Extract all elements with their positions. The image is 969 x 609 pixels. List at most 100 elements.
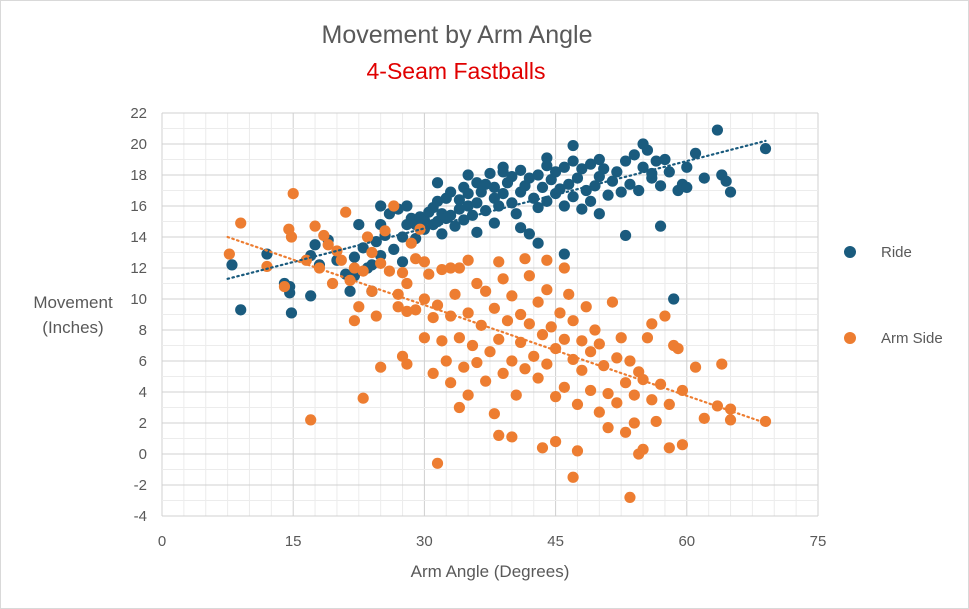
data-point: [567, 353, 579, 366]
data-point: [480, 205, 492, 217]
data-point: [550, 166, 562, 178]
data-point: [637, 161, 649, 173]
data-point: [223, 248, 235, 260]
x-tick-label: 0: [158, 533, 166, 550]
data-point: [519, 363, 531, 375]
data-point: [567, 139, 579, 152]
x-tick-label: 15: [285, 533, 302, 550]
data-point: [431, 195, 444, 207]
data-point: [462, 188, 474, 200]
data-point: [431, 457, 444, 469]
data-point: [440, 355, 452, 367]
y-tick-label: 4: [139, 384, 147, 401]
data-points: [223, 124, 772, 503]
data-point: [628, 149, 640, 161]
data-point: [466, 339, 479, 352]
data-point: [340, 206, 352, 218]
data-point: [584, 195, 597, 207]
axis-tick-labels: 0 15 30 45 60 75 -4 -2 0 2 4 6 8 10 12 14 16 18 20 22: [130, 105, 826, 550]
legend-label-ride: Ride: [881, 244, 912, 261]
data-point: [541, 254, 553, 266]
data-point: [724, 186, 737, 198]
data-point: [410, 304, 422, 316]
data-point: [689, 361, 702, 373]
y-tick-label: 14: [130, 229, 147, 246]
x-tick-label: 75: [810, 533, 827, 550]
data-point: [366, 259, 378, 271]
data-point: [462, 200, 474, 212]
data-point: [453, 262, 465, 274]
data-point: [285, 307, 298, 319]
data-point: [567, 155, 579, 167]
data-point: [353, 219, 365, 231]
data-point: [523, 228, 535, 240]
data-point: [449, 288, 461, 300]
data-point: [484, 167, 496, 180]
data-point: [646, 318, 658, 330]
data-point: [493, 200, 505, 212]
data-point: [366, 246, 378, 259]
data-point: [659, 153, 671, 166]
data-point: [305, 414, 317, 426]
data-point: [624, 491, 636, 503]
data-point: [628, 417, 640, 429]
data-point: [510, 208, 522, 220]
data-point: [488, 302, 500, 314]
data-point: [466, 209, 479, 221]
data-point: [567, 191, 579, 203]
data-point: [493, 333, 505, 345]
data-point: [584, 158, 597, 170]
data-point: [515, 308, 527, 321]
data-point: [401, 277, 413, 290]
legend-marker-ride: [844, 246, 856, 258]
y-axis-title-line-1: Movement: [33, 293, 113, 312]
data-point: [309, 220, 321, 232]
data-point: [541, 152, 553, 164]
data-point: [436, 335, 448, 347]
data-point: [388, 243, 400, 255]
y-tick-label: 20: [130, 136, 147, 153]
data-point: [475, 319, 487, 331]
data-point: [532, 296, 544, 308]
data-point: [558, 333, 570, 345]
data-point: [370, 310, 382, 322]
trendline-arm-side: [226, 235, 767, 425]
data-point: [361, 231, 374, 243]
data-point: [519, 253, 531, 265]
data-point: [480, 178, 492, 190]
data-point: [602, 387, 614, 400]
legend-label-arm-side: Arm Side: [881, 330, 943, 347]
data-point: [436, 228, 448, 240]
data-point: [418, 293, 430, 305]
data-point: [318, 229, 330, 242]
trendlines: [226, 139, 767, 425]
data-point: [471, 226, 483, 238]
data-point: [506, 170, 518, 183]
data-point: [759, 143, 772, 155]
data-point: [445, 310, 457, 322]
data-point: [593, 208, 605, 220]
data-point: [711, 400, 724, 412]
data-point: [663, 442, 675, 454]
series-ride: [226, 124, 772, 319]
data-point: [637, 374, 649, 386]
data-point: [615, 186, 627, 198]
data-point: [624, 355, 636, 367]
data-point: [235, 304, 247, 316]
chart-subtitle: 4-Seam Fastballs: [367, 58, 546, 84]
data-point: [563, 288, 575, 300]
data-point: [598, 163, 610, 175]
data-point: [453, 401, 465, 414]
data-point: [528, 350, 540, 362]
data-point: [462, 389, 474, 401]
data-point: [523, 318, 535, 330]
data-point: [698, 412, 710, 424]
data-point: [471, 177, 483, 189]
data-point: [453, 194, 465, 206]
data-point: [449, 220, 461, 232]
data-point: [576, 364, 588, 376]
data-point: [309, 239, 321, 251]
data-point: [650, 155, 662, 167]
data-point: [759, 415, 772, 428]
data-point: [344, 285, 356, 297]
